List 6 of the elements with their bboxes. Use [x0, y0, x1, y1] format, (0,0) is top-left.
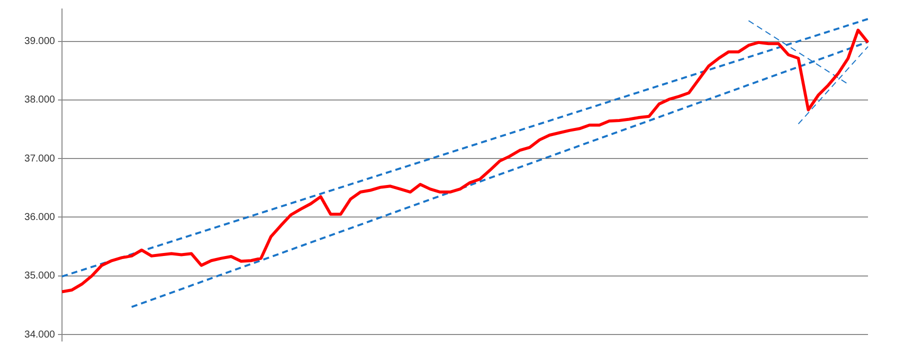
y-tick-label: 35.000 — [24, 270, 56, 282]
y-tick-label: 34.000 — [24, 329, 56, 340]
y-tick-label: 39.000 — [24, 36, 56, 48]
y-tick-label: 37.000 — [24, 153, 56, 164]
y-tick-label: 38.000 — [24, 94, 56, 106]
y-tick-label: 36.000 — [24, 212, 56, 223]
